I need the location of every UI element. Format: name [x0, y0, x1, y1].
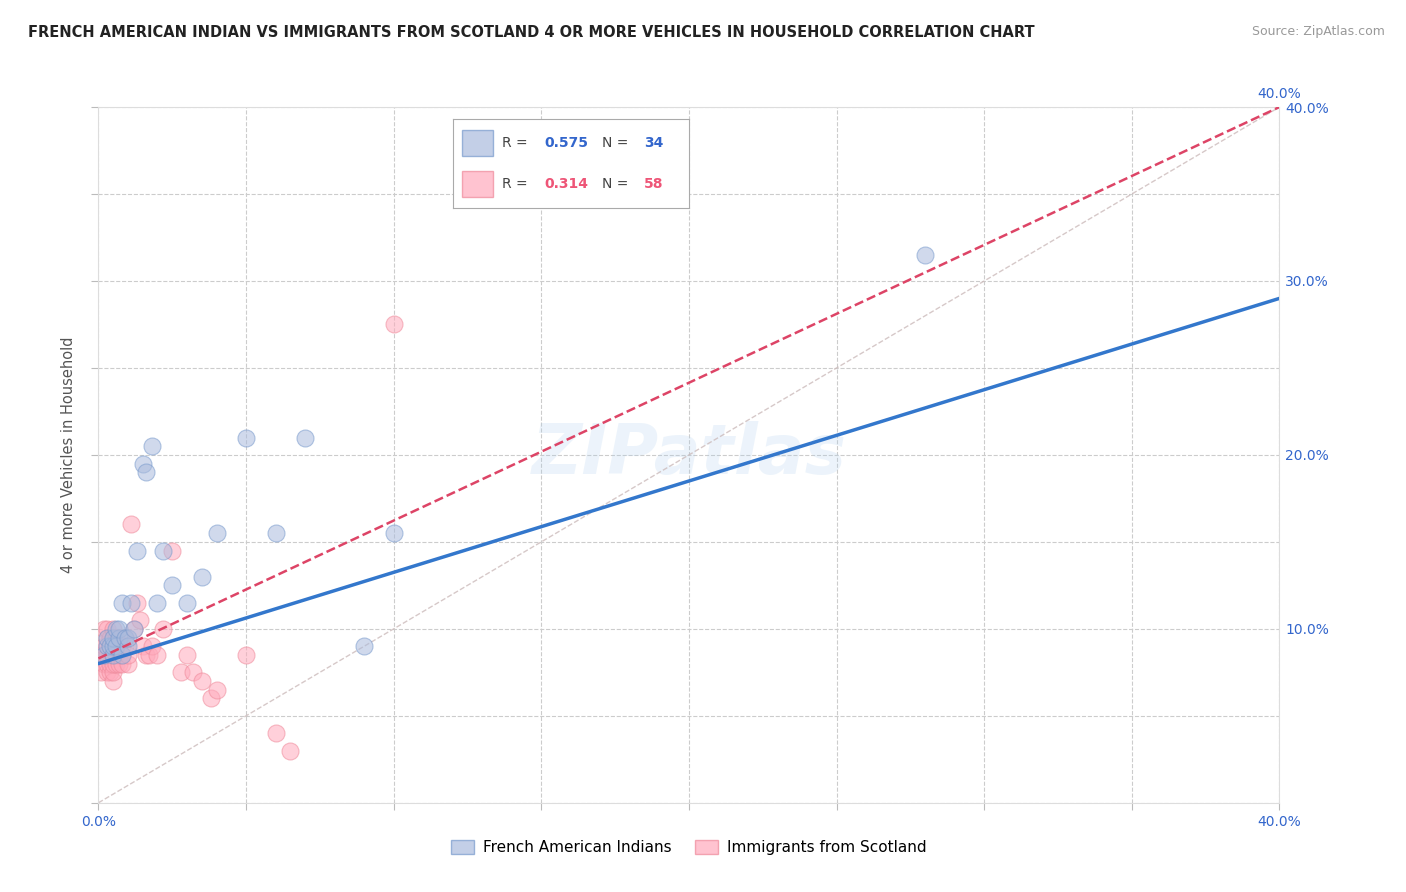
- Point: [90, 648, 112, 662]
- Point: [120, 517, 142, 532]
- Point: [170, 665, 193, 680]
- Point: [117, 657, 139, 671]
- Point: [93, 657, 115, 671]
- Point: [205, 526, 228, 541]
- Point: [176, 596, 198, 610]
- Point: [103, 648, 125, 662]
- Point: [141, 439, 163, 453]
- Point: [122, 622, 145, 636]
- Point: [132, 639, 155, 653]
- Point: [111, 648, 134, 662]
- Point: [96, 639, 118, 653]
- Text: FRENCH AMERICAN INDIAN VS IMMIGRANTS FROM SCOTLAND 4 OR MORE VEHICLES IN HOUSEHO: FRENCH AMERICAN INDIAN VS IMMIGRANTS FRO…: [28, 25, 1035, 40]
- Point: [105, 639, 128, 653]
- Point: [96, 622, 118, 636]
- Point: [191, 674, 214, 689]
- Point: [125, 543, 148, 558]
- Point: [96, 631, 118, 645]
- Point: [96, 665, 118, 680]
- Point: [111, 648, 134, 662]
- Point: [105, 648, 128, 662]
- Text: ZIPatlas: ZIPatlas: [531, 421, 846, 489]
- Point: [105, 622, 128, 636]
- Point: [96, 639, 118, 653]
- Point: [98, 665, 121, 680]
- Point: [103, 639, 125, 653]
- Point: [120, 596, 142, 610]
- Point: [93, 648, 115, 662]
- Point: [138, 648, 160, 662]
- Point: [117, 648, 139, 662]
- Point: [103, 657, 125, 671]
- Point: [135, 648, 157, 662]
- Point: [93, 648, 115, 662]
- Point: [103, 665, 125, 680]
- Point: [117, 639, 139, 653]
- Point: [90, 665, 112, 680]
- Point: [264, 526, 287, 541]
- Point: [96, 631, 118, 645]
- Point: [176, 648, 198, 662]
- Point: [103, 674, 125, 689]
- Point: [294, 431, 316, 445]
- Point: [128, 613, 150, 627]
- Point: [125, 596, 148, 610]
- Point: [103, 631, 125, 645]
- Point: [105, 639, 128, 653]
- Point: [98, 631, 121, 645]
- Point: [111, 657, 134, 671]
- Point: [96, 657, 118, 671]
- Point: [93, 622, 115, 636]
- Y-axis label: 4 or more Vehicles in Household: 4 or more Vehicles in Household: [60, 336, 76, 574]
- Point: [205, 682, 228, 697]
- Point: [152, 622, 174, 636]
- Point: [108, 648, 131, 662]
- Point: [98, 639, 121, 653]
- Text: Source: ZipAtlas.com: Source: ZipAtlas.com: [1251, 25, 1385, 38]
- Point: [122, 622, 145, 636]
- Point: [114, 631, 136, 645]
- Point: [98, 657, 121, 671]
- Point: [146, 596, 169, 610]
- Point: [914, 248, 936, 262]
- Point: [191, 570, 214, 584]
- Point: [382, 526, 405, 541]
- Point: [181, 665, 204, 680]
- Point: [98, 639, 121, 653]
- Point: [103, 631, 125, 645]
- Point: [264, 726, 287, 740]
- Point: [93, 639, 115, 653]
- Point: [108, 657, 131, 671]
- Point: [132, 457, 155, 471]
- Legend: French American Indians, Immigrants from Scotland: French American Indians, Immigrants from…: [446, 834, 932, 862]
- Point: [146, 648, 169, 662]
- Point: [141, 639, 163, 653]
- Point: [278, 744, 302, 758]
- Point: [162, 578, 183, 592]
- Point: [103, 622, 125, 636]
- Point: [152, 543, 174, 558]
- Point: [105, 657, 128, 671]
- Point: [135, 466, 157, 480]
- Point: [103, 648, 125, 662]
- Point: [108, 639, 131, 653]
- Point: [114, 639, 136, 653]
- Point: [235, 431, 257, 445]
- Point: [111, 596, 134, 610]
- Point: [200, 691, 222, 706]
- Point: [96, 648, 118, 662]
- Point: [103, 639, 125, 653]
- Point: [105, 631, 128, 645]
- Point: [108, 622, 131, 636]
- Point: [108, 631, 131, 645]
- Point: [117, 631, 139, 645]
- Point: [353, 639, 375, 653]
- Point: [111, 639, 134, 653]
- Point: [114, 631, 136, 645]
- Point: [235, 648, 257, 662]
- Point: [382, 318, 405, 332]
- Point: [162, 543, 183, 558]
